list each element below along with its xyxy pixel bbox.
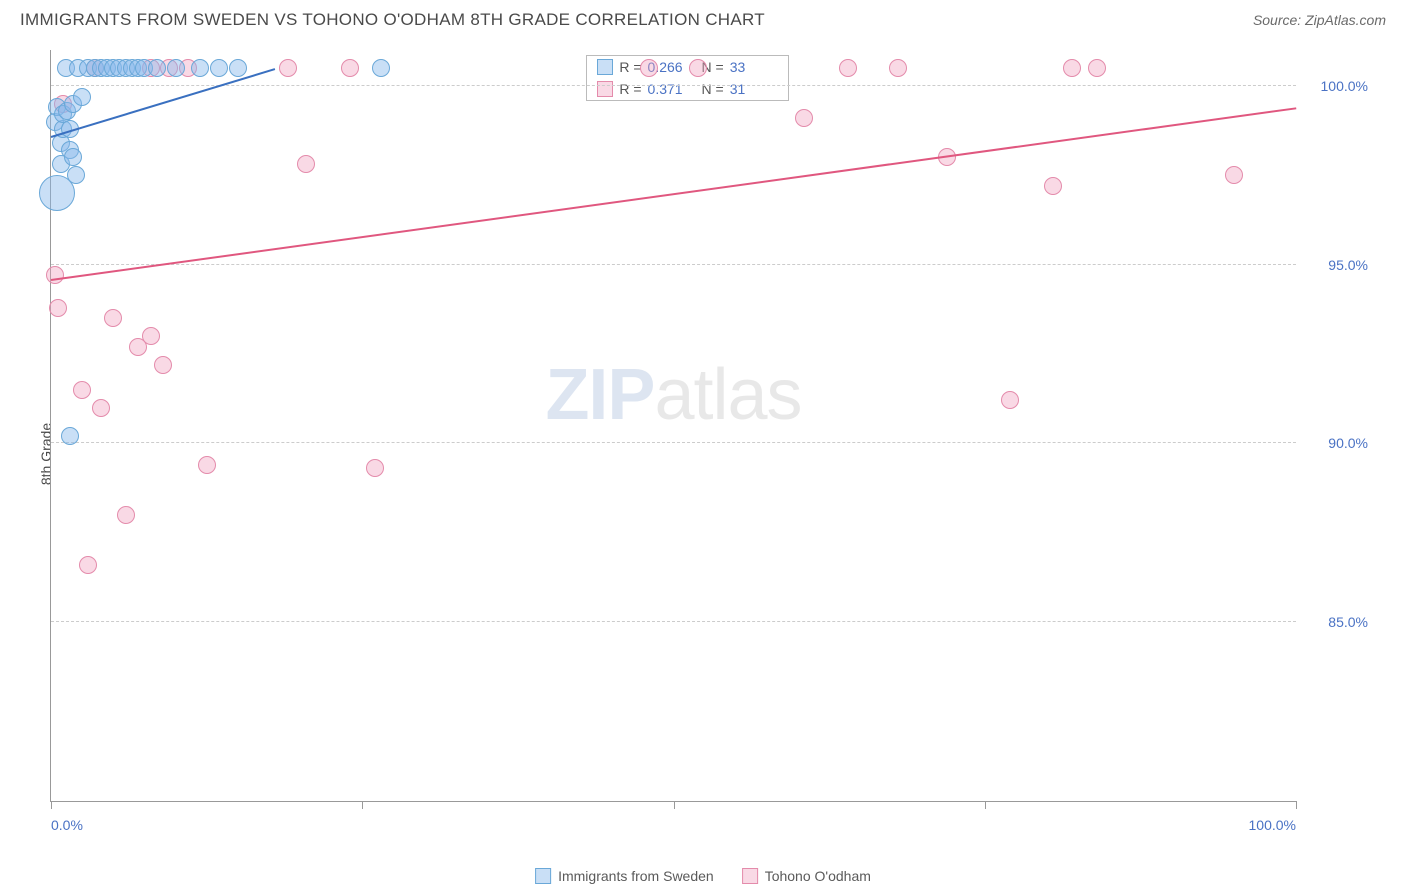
scatter-point-sweden [167,59,185,77]
chart-source: Source: ZipAtlas.com [1253,12,1386,28]
x-tick [362,801,363,809]
x-tick [51,801,52,809]
scatter-point-tohono [297,155,315,173]
x-tick [985,801,986,809]
stat-r-label: R = [619,81,641,97]
x-tick [674,801,675,809]
x-tick-label: 0.0% [51,817,83,833]
scatter-point-tohono [279,59,297,77]
scatter-point-tohono [1001,391,1019,409]
legend-item: Immigrants from Sweden [535,868,714,884]
y-tick-label: 95.0% [1328,257,1368,273]
scatter-point-tohono [104,309,122,327]
scatter-point-tohono [640,59,658,77]
scatter-point-tohono [92,399,110,417]
scatter-point-tohono [49,299,67,317]
stat-n-label: N = [702,81,724,97]
y-tick-label: 90.0% [1328,435,1368,451]
x-tick [1296,801,1297,809]
scatter-point-sweden [73,88,91,106]
plot-area: ZIPatlas R =0.266N =33R =0.371N =31 85.0… [50,50,1296,802]
legend-label: Tohono O'odham [765,868,871,884]
chart-header: IMMIGRANTS FROM SWEDEN VS TOHONO O'ODHAM… [0,0,1406,35]
stat-row: R = 0.371 N = 31 [587,78,787,100]
scatter-point-tohono [366,459,384,477]
gridline [51,85,1296,86]
stat-r-label: R = [619,59,641,75]
scatter-point-tohono [341,59,359,77]
scatter-point-tohono [889,59,907,77]
scatter-point-tohono [839,59,857,77]
legend-label: Immigrants from Sweden [558,868,714,884]
correlation-stat-box: R =0.266N =33R =0.371N =31 [586,55,788,101]
scatter-point-sweden [148,59,166,77]
legend-swatch [597,81,613,97]
stat-n-value: 31 [730,81,778,97]
scatter-point-sweden [64,148,82,166]
scatter-point-sweden [61,427,79,445]
scatter-point-tohono [1088,59,1106,77]
legend-swatch [535,868,551,884]
scatter-point-sweden [229,59,247,77]
gridline [51,621,1296,622]
watermark-zip: ZIP [545,355,654,435]
watermark: ZIPatlas [545,354,801,436]
scatter-point-tohono [46,266,64,284]
watermark-atlas: atlas [654,355,801,435]
y-tick-label: 85.0% [1328,614,1368,630]
legend-swatch [597,59,613,75]
stat-n-value: 33 [730,59,778,75]
chart-container: 8th Grade ZIPatlas R =0.266N =33R =0.371… [50,50,1376,842]
scatter-point-tohono [79,556,97,574]
x-tick-label: 100.0% [1249,817,1296,833]
y-tick-label: 100.0% [1321,78,1368,94]
scatter-point-sweden [191,59,209,77]
scatter-point-tohono [117,506,135,524]
gridline [51,264,1296,265]
scatter-point-sweden [67,166,85,184]
legend-item: Tohono O'odham [742,868,871,884]
scatter-point-tohono [1225,166,1243,184]
scatter-point-sweden [210,59,228,77]
scatter-point-tohono [1044,177,1062,195]
scatter-point-tohono [142,327,160,345]
scatter-point-tohono [795,109,813,127]
bottom-legend: Immigrants from Sweden Tohono O'odham [535,868,871,884]
scatter-point-sweden [372,59,390,77]
scatter-point-tohono [73,381,91,399]
scatter-point-tohono [154,356,172,374]
scatter-point-tohono [198,456,216,474]
stat-r-value: 0.371 [648,81,696,97]
scatter-point-tohono [689,59,707,77]
stat-row: R =0.266N =33 [587,56,787,78]
scatter-point-tohono [1063,59,1081,77]
gridline [51,442,1296,443]
trend-line-tohono [51,107,1296,281]
chart-title: IMMIGRANTS FROM SWEDEN VS TOHONO O'ODHAM… [20,10,765,30]
legend-swatch [742,868,758,884]
